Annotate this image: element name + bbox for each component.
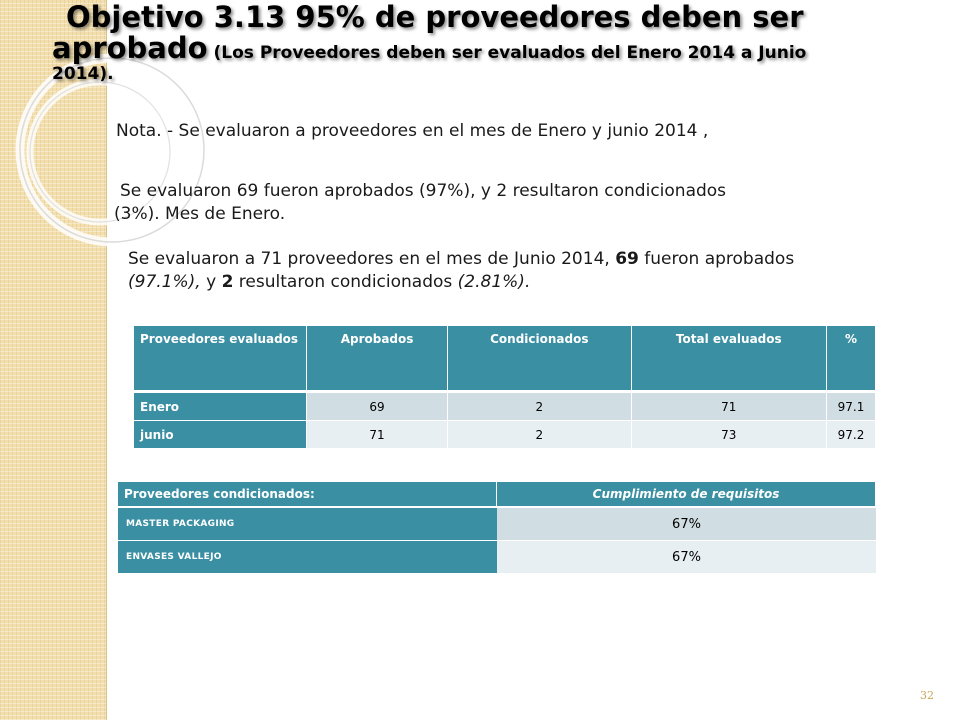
header-proveedores-evaluados: Proveedores evaluados [134,326,307,393]
enero-line-2: (3%). Mes de Enero. [114,203,286,224]
cell-condicionados: 2 [448,393,632,421]
junio-text-2: fueron aprobados [638,249,795,269]
header-condicionados: Condicionados [448,326,632,393]
conditioned-suppliers-table: Proveedores condicionados: Cumplimiento … [118,482,876,574]
cell-total: 73 [631,421,828,449]
conditioned-table-header-row: Proveedores condicionados: Cumplimiento … [118,482,876,508]
junio-bold-aprobados: 69 [615,249,639,269]
table-row: junio 71 2 73 97.2 [134,421,876,449]
table-row: MASTER PACKAGING 67% [118,508,876,541]
junio-text-4: resultaron condicionados [233,271,458,292]
cell-aprobados: 69 [307,393,449,421]
decorative-circles [15,53,209,247]
header-percent: % [827,326,876,393]
title-line-2-small: (Los Proveedores deben ser evaluados del… [207,43,807,64]
junio-bold-condicionados: 2 [221,271,234,292]
junio-paragraph: Se evaluaron a 71 proveedores en el mes … [128,248,898,294]
header-aprobados: Aprobados [307,326,449,393]
row-label-enero: Enero [134,393,307,421]
decorative-left-strip [0,0,107,720]
header-proveedores-condicionados: Proveedores condicionados: [118,482,497,508]
cell-aprobados: 71 [307,421,449,449]
cell-total: 71 [631,393,828,421]
header-cumplimiento: Cumplimiento de requisitos [497,482,876,508]
table-row: ENVASES VALLEJO 67% [118,541,876,574]
supplier-name: MASTER PACKAGING [118,508,497,541]
supplier-compliance: 67% [497,508,876,541]
row-label-junio: junio [134,421,307,449]
supplier-compliance: 67% [497,541,876,574]
title-line-1: Objetivo 3.13 95% de proveedores deben s… [66,0,804,34]
junio-text-1: Se evaluaron a 71 proveedores en el mes … [128,249,616,269]
evaluation-table-header-row: Proveedores evaluados Aprobados Condicio… [134,326,876,393]
junio-italic-pct-1: (97.1%), [128,271,201,292]
table-row: Enero 69 2 71 97.1 [134,393,876,421]
cell-condicionados: 2 [448,421,632,449]
junio-text-3: y [200,271,222,292]
junio-line-2: (97.1%), y 2 resultaron condicionados (2… [128,271,898,294]
junio-italic-pct-2: (2.81%). [457,271,531,292]
evaluation-table: Proveedores evaluados Aprobados Condicio… [134,326,876,449]
enero-paragraph: Se evaluaron 69 fueron aprobados (97%), … [114,180,834,226]
supplier-name: ENVASES VALLEJO [118,541,497,574]
cell-percent: 97.1 [827,393,876,421]
junio-line-1: Se evaluaron a 71 proveedores en el mes … [128,248,898,271]
enero-line-1: Se evaluaron 69 fueron aprobados (97%), … [120,181,727,201]
page-number: 32 [920,689,934,702]
slide-title: Objetivo 3.13 95% de proveedores deben s… [52,0,932,84]
title-line-3: 2014). [52,63,114,84]
title-line-2-big: aprobado [52,31,208,66]
cell-percent: 97.2 [827,421,876,449]
header-total-evaluados: Total evaluados [631,326,828,393]
nota-paragraph: Nota. - Se evaluaron a proveedores en el… [116,121,709,141]
